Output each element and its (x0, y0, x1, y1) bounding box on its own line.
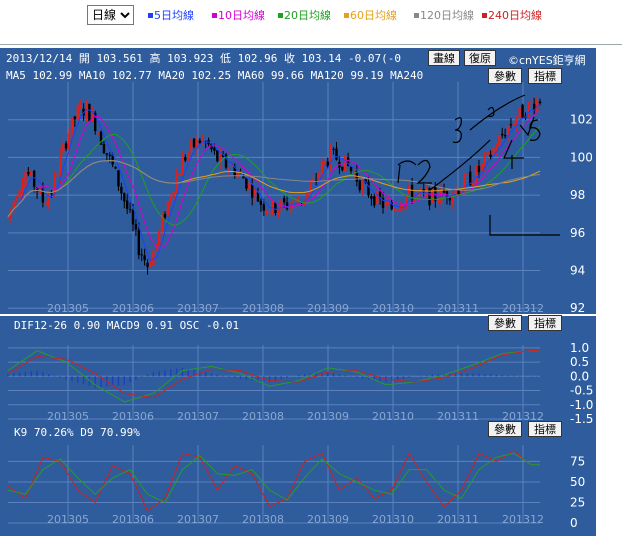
price-pane (0, 48, 596, 314)
ma-option-label: 60日均線 (350, 9, 397, 22)
ma-option-3[interactable]: 20日均線 (278, 7, 331, 23)
ma-option-6[interactable]: 240日均線 (482, 7, 542, 23)
brand-label: ©cnYES鉅亨網 (508, 54, 586, 67)
toolbar: 日線 5日均線 10日均線 20日均線 60日均線 120日均線 240日均線 (0, 0, 622, 30)
ma-swatch-icon (212, 13, 217, 18)
ma-option-5[interactable]: 120日均線 (414, 7, 474, 23)
price-params-button[interactable]: 參數 (488, 68, 522, 84)
kd-legend: K9 70.26% D9 70.99% (14, 426, 140, 439)
ma-option-label: 10日均線 (218, 9, 265, 22)
ma-swatch-icon (482, 13, 487, 18)
period-select[interactable]: 日線 (87, 5, 134, 25)
ma-option-label: 5日均線 (154, 9, 194, 22)
kd-indicator-button[interactable]: 指標 (528, 421, 562, 437)
ma-option-label: 240日均線 (488, 9, 542, 22)
kd-params-button[interactable]: 參數 (488, 421, 522, 437)
macd-legend: DIF12-26 0.90 MACD9 0.91 OSC -0.01 (14, 319, 240, 332)
restore-button[interactable]: 復原 (464, 50, 496, 66)
macd-params-button[interactable]: 參數 (488, 315, 522, 331)
draw-button[interactable]: 畫線 (428, 50, 460, 66)
ma-swatch-icon (414, 13, 419, 18)
ma-values: MA5 102.99 MA10 102.77 MA20 102.25 MA60 … (6, 69, 424, 82)
kd-pane (0, 422, 596, 536)
macd-indicator-button[interactable]: 指標 (528, 315, 562, 331)
ma-option-2[interactable]: 10日均線 (212, 7, 265, 23)
ma-swatch-icon (344, 13, 349, 18)
ma-option-label: 20日均線 (284, 9, 331, 22)
quote-text: 2013/12/14 開 103.561 高 103.923 低 102.96 … (6, 52, 401, 65)
price-indicator-button[interactable]: 指標 (528, 68, 562, 84)
ma-swatch-icon (148, 13, 153, 18)
ma-swatch-icon (278, 13, 283, 18)
ma-option-1[interactable]: 5日均線 (148, 7, 194, 23)
ma-option-label: 120日均線 (420, 9, 474, 22)
ma-option-4[interactable]: 60日均線 (344, 7, 397, 23)
